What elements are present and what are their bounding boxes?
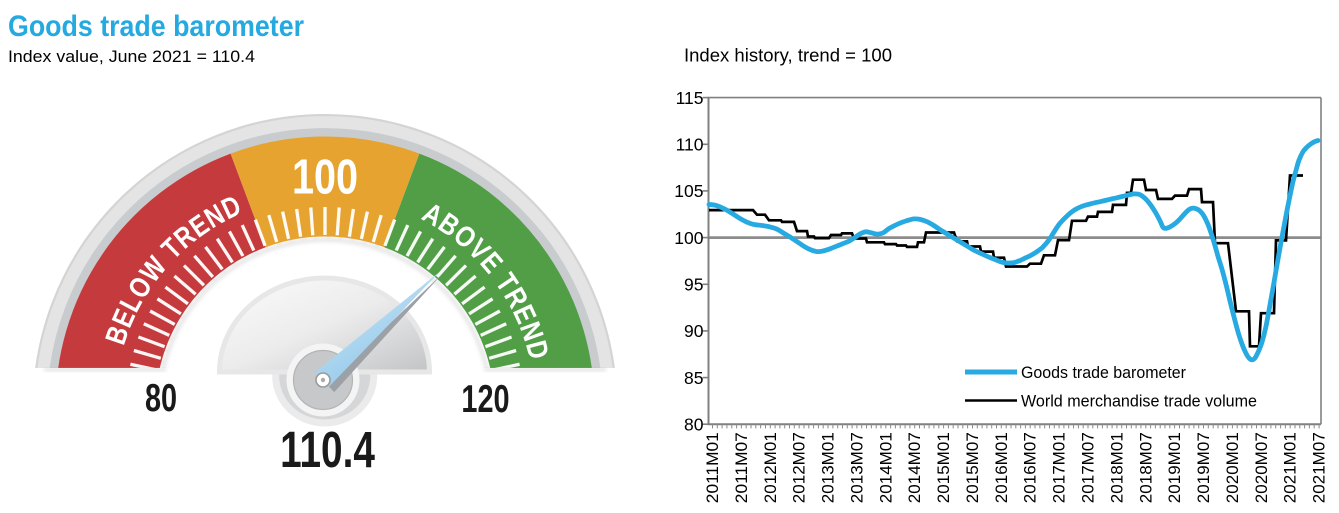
- svg-text:2018M07: 2018M07: [1137, 432, 1155, 503]
- svg-text:2012M01: 2012M01: [762, 432, 780, 503]
- svg-text:100: 100: [292, 149, 358, 204]
- svg-text:85: 85: [684, 368, 703, 388]
- svg-text:2014M01: 2014M01: [877, 432, 895, 503]
- svg-text:2021M07: 2021M07: [1311, 432, 1329, 503]
- svg-text:2016M07: 2016M07: [1022, 432, 1040, 503]
- svg-text:2013M01: 2013M01: [820, 432, 838, 503]
- svg-text:2019M01: 2019M01: [1166, 432, 1184, 503]
- svg-text:2021M01: 2021M01: [1282, 432, 1300, 503]
- svg-text:2015M07: 2015M07: [964, 432, 982, 503]
- svg-text:2017M07: 2017M07: [1080, 432, 1098, 503]
- svg-text:Goods trade barometer: Goods trade barometer: [8, 10, 304, 43]
- svg-text:2014M07: 2014M07: [906, 432, 924, 503]
- svg-text:2015M01: 2015M01: [935, 432, 953, 503]
- svg-text:Index value, June 2021 = 110.4: Index value, June 2021 = 110.4: [8, 47, 255, 66]
- svg-text:80: 80: [684, 415, 704, 435]
- svg-text:Index history, trend = 100: Index history, trend = 100: [684, 46, 892, 66]
- svg-text:80: 80: [145, 377, 177, 420]
- svg-text:120: 120: [461, 378, 509, 421]
- svg-text:95: 95: [684, 275, 703, 295]
- svg-text:2020M07: 2020M07: [1253, 432, 1271, 503]
- svg-text:105: 105: [674, 181, 703, 201]
- svg-text:2018M01: 2018M01: [1108, 432, 1126, 503]
- svg-text:110.4: 110.4: [280, 421, 375, 478]
- svg-text:2013M07: 2013M07: [848, 432, 866, 503]
- svg-text:World merchandise trade volume: World merchandise trade volume: [1021, 392, 1257, 411]
- svg-text:110: 110: [676, 135, 704, 155]
- svg-text:2016M01: 2016M01: [993, 432, 1011, 503]
- svg-text:2011M07: 2011M07: [733, 432, 751, 503]
- svg-text:115: 115: [676, 88, 704, 108]
- svg-text:2012M07: 2012M07: [791, 432, 809, 503]
- svg-text:2017M01: 2017M01: [1051, 432, 1069, 503]
- svg-text:Goods trade barometer: Goods trade barometer: [1021, 363, 1186, 382]
- svg-text:2019M07: 2019M07: [1195, 432, 1213, 503]
- svg-text:90: 90: [684, 321, 704, 341]
- svg-text:2011M01: 2011M01: [704, 432, 722, 503]
- svg-text:100: 100: [674, 228, 703, 248]
- svg-text:2020M01: 2020M01: [1224, 432, 1242, 503]
